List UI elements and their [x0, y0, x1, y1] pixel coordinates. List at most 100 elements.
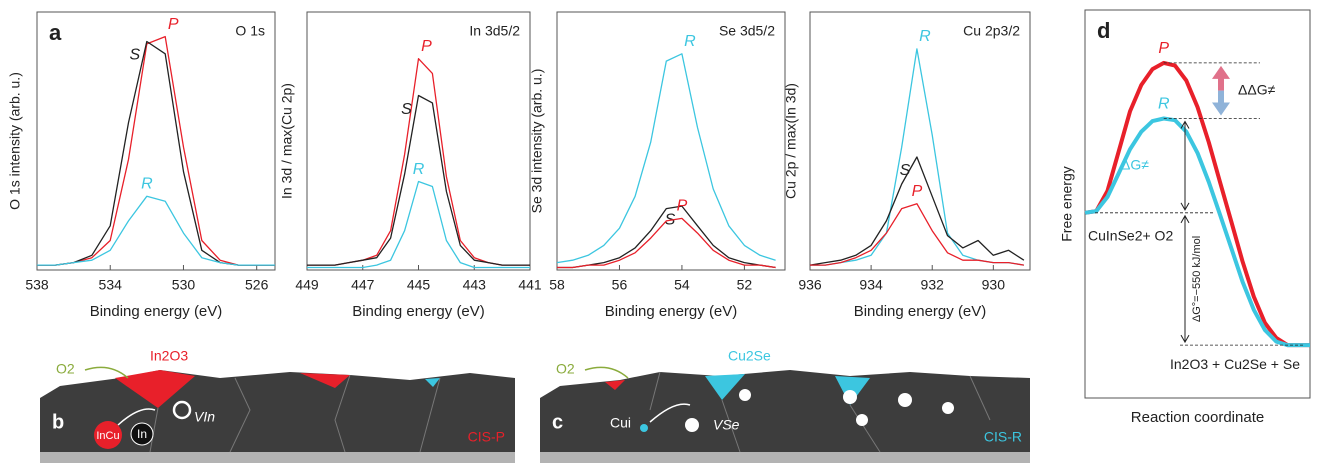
- x-tick-label: 441: [518, 277, 542, 293]
- schematic-c: c O2 Cu2Se Cui VSe CIS-R: [540, 348, 1030, 463]
- label: CIS-R: [984, 429, 1022, 445]
- label: InCu: [96, 430, 119, 442]
- y-axis-title: In 3d / max(Cu 2p): [279, 83, 295, 199]
- series-label: S: [900, 162, 911, 179]
- vacancy: [172, 400, 192, 420]
- arrow: [1212, 65, 1230, 91]
- series-label: R: [413, 161, 425, 178]
- vacancy: [856, 414, 868, 426]
- label: Cu2Se: [728, 348, 771, 364]
- defect: [640, 424, 648, 432]
- annotation: CuInSe2+ O2: [1088, 228, 1173, 244]
- panel-label: d: [1097, 18, 1110, 43]
- series-line: [1084, 60, 1310, 348]
- arrow: [584, 366, 629, 379]
- y-axis-title: Free energy: [1059, 166, 1075, 241]
- vacancy: [739, 389, 751, 401]
- x-tick-label: 932: [921, 277, 945, 293]
- series-line: [810, 203, 1025, 266]
- annotation: ΔG≠: [1121, 156, 1149, 172]
- chart-title: In 3d5/2: [469, 23, 520, 39]
- series-line: [37, 195, 275, 266]
- arrow: [1212, 90, 1230, 116]
- defect: [94, 421, 122, 449]
- x-tick-label: 443: [463, 277, 487, 293]
- schematic-b: b O2 In2O3 InCu In VIn CIS-P: [40, 348, 515, 463]
- series-label: P: [677, 198, 688, 215]
- series-label: R: [919, 28, 931, 45]
- label: VIn: [194, 409, 215, 425]
- series-label: P: [421, 38, 432, 55]
- series-line: [37, 35, 275, 266]
- series-label: R: [684, 33, 696, 50]
- series-line: [1084, 116, 1310, 348]
- plot-frame: [1084, 9, 1311, 399]
- label: In: [137, 427, 147, 441]
- annotation: In2O3 + Cu2Se + Se: [1170, 356, 1300, 372]
- panel-label: b: [52, 411, 64, 433]
- annotation: ΔΔG≠: [1238, 81, 1276, 97]
- vacancy: [685, 418, 699, 432]
- defect: [130, 422, 154, 446]
- series-line: [809, 156, 1025, 266]
- arrow: [649, 403, 691, 423]
- grain-boundary: [149, 374, 441, 453]
- substrate: [540, 452, 1030, 463]
- x-tick-label: 934: [859, 277, 883, 293]
- plot-frame: [36, 11, 276, 271]
- plot-frame: [809, 11, 1031, 271]
- vacancy: [898, 393, 912, 407]
- series-line: [556, 53, 776, 264]
- y-axis-title: Se 3d intensity (arb. u.): [529, 69, 545, 214]
- film: [540, 370, 1030, 452]
- chart-title: Se 3d5/2: [719, 23, 775, 39]
- x-tick-label: 538: [25, 277, 49, 293]
- x-tick-label: 58: [549, 277, 565, 293]
- series-line: [557, 217, 776, 269]
- grain-boundary: [649, 371, 991, 453]
- chart-title: Cu 2p3/2: [963, 23, 1020, 39]
- oxide: [605, 380, 625, 390]
- panel-label: a: [49, 20, 62, 45]
- plot-frame: [556, 11, 786, 271]
- chart-title: O 1s: [235, 23, 265, 39]
- oxide: [300, 373, 350, 388]
- vacancy: [942, 402, 954, 414]
- x-tick-label: 52: [737, 277, 753, 293]
- substrate: [40, 452, 515, 463]
- label: O2: [56, 361, 75, 377]
- x-axis-title: Binding energy (eV): [854, 303, 987, 320]
- series-label: R: [1158, 96, 1170, 113]
- x-axis-title: Binding energy (eV): [605, 303, 738, 320]
- x-tick-label: 56: [612, 277, 628, 293]
- x-tick-label: 526: [245, 277, 269, 293]
- x-tick-label: 54: [674, 277, 690, 293]
- label: Cui: [610, 415, 631, 431]
- series-line: [307, 94, 530, 266]
- series-label: S: [401, 101, 412, 118]
- x-tick-label: 530: [172, 277, 196, 293]
- x-axis-title: Reaction coordinate: [1131, 409, 1264, 426]
- series-label: R: [141, 176, 153, 193]
- arrow: [84, 366, 129, 379]
- plot-frame: [306, 11, 531, 271]
- selenide: [425, 378, 440, 387]
- series-label: P: [1158, 40, 1169, 57]
- label: CIS-P: [468, 429, 505, 445]
- x-tick-label: 936: [798, 277, 822, 293]
- label: O2: [556, 361, 575, 377]
- selenide: [705, 374, 745, 400]
- label: In2O3: [150, 348, 188, 364]
- series-line: [307, 180, 530, 269]
- series-line: [37, 40, 275, 266]
- x-tick-label: 445: [407, 277, 431, 293]
- oxide: [115, 370, 195, 408]
- series-label: P: [912, 183, 923, 200]
- y-axis-title: Cu 2p / max(In 3d): [783, 83, 799, 199]
- x-axis-title: Binding energy (eV): [90, 303, 223, 320]
- x-tick-label: 930: [982, 277, 1006, 293]
- series-label: S: [130, 47, 141, 64]
- series-line: [557, 205, 776, 269]
- arrow: [1180, 214, 1190, 344]
